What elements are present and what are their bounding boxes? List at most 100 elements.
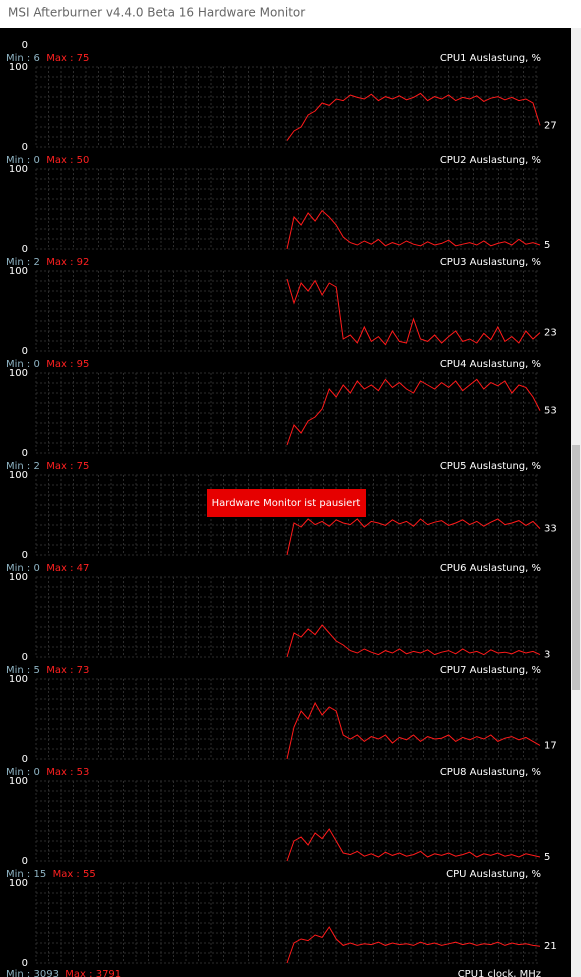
min-label: Min :: [6, 53, 33, 64]
trace: [286, 92, 541, 141]
y-tick-label: 0: [22, 754, 28, 765]
y-tick-label: 0: [22, 550, 28, 561]
y-tick-label: 0: [22, 448, 28, 459]
y-tick-label: 0: [22, 244, 28, 255]
max-label: Max :: [46, 359, 76, 370]
current-value: 53: [544, 406, 557, 417]
min-max: Min : 3093 Max : 3791: [6, 969, 121, 977]
max-value: 53: [77, 767, 90, 778]
max-value: 75: [77, 461, 90, 472]
trace: [286, 701, 541, 760]
min-label: Min :: [6, 767, 33, 778]
min-label: Min :: [6, 461, 33, 472]
max-value: 75: [77, 53, 90, 64]
graph-name: CPU6 Auslastung, %: [440, 563, 541, 574]
y-tick-label: 100: [9, 776, 28, 787]
max-value: 50: [77, 155, 90, 166]
scrollbar-thumb[interactable]: [572, 445, 580, 690]
max-label: Max :: [46, 461, 76, 472]
y-tick-label: 100: [9, 674, 28, 685]
current-value: 23: [544, 328, 557, 339]
current-value: 21: [544, 941, 557, 952]
min-label: Min :: [6, 969, 33, 977]
min-max: Min : 6 Max : 75: [6, 53, 89, 64]
y-tick-label: 0: [22, 142, 28, 153]
max-value: 55: [83, 869, 96, 880]
max-value: 95: [77, 359, 90, 370]
trace: [286, 518, 541, 556]
min-value: 15: [33, 869, 46, 880]
y-tick-label: 100: [9, 572, 28, 583]
max-value: 73: [77, 665, 90, 676]
min-value: 5: [33, 665, 39, 676]
current-value: 3: [544, 650, 550, 661]
trace: [286, 926, 541, 964]
max-label: Max :: [46, 257, 76, 268]
min-max: Min : 2 Max : 75: [6, 461, 89, 472]
min-value: 2: [33, 257, 39, 268]
y-tick-label: 100: [9, 62, 28, 73]
min-value: 0: [33, 767, 39, 778]
min-max: Min : 0 Max : 47: [6, 563, 89, 574]
max-label: Max :: [65, 969, 95, 977]
max-value: 92: [77, 257, 90, 268]
graph-name: CPU4 Auslastung, %: [440, 359, 541, 370]
current-value: 33: [544, 524, 557, 535]
max-label: Max :: [46, 155, 76, 166]
y-tick-label: 0: [22, 652, 28, 663]
window-title: MSI Afterburner v4.4.0 Beta 16 Hardware …: [8, 6, 305, 20]
pause-overlay[interactable]: [207, 489, 366, 517]
current-value: 5: [544, 852, 550, 863]
min-value: 6: [33, 53, 39, 64]
y-tick-label: 100: [9, 164, 28, 175]
trace: [286, 624, 541, 658]
trace: [286, 278, 541, 346]
min-max: Min : 0 Max : 95: [6, 359, 89, 370]
trace: [286, 828, 541, 862]
graph-name: CPU5 Auslastung, %: [440, 461, 541, 472]
max-value: 3791: [96, 969, 121, 977]
min-max: Min : 5 Max : 73: [6, 665, 89, 676]
min-label: Min :: [6, 359, 33, 370]
min-max: Min : 0 Max : 53: [6, 767, 89, 778]
y-axis-min: 0: [22, 40, 28, 51]
min-value: 3093: [33, 969, 58, 977]
graph-name: CPU8 Auslastung, %: [440, 767, 541, 778]
min-value: 0: [33, 155, 39, 166]
max-label: Max :: [46, 563, 76, 574]
max-label: Max :: [46, 665, 76, 676]
graph-name: CPU1 Auslastung, %: [440, 53, 541, 64]
y-tick-label: 100: [9, 878, 28, 889]
min-label: Min :: [6, 665, 33, 676]
pause-text: Hardware Monitor ist pausiert: [212, 498, 361, 509]
min-label: Min :: [6, 563, 33, 574]
graph-name: CPU7 Auslastung, %: [440, 665, 541, 676]
trace: [286, 209, 541, 250]
y-tick-label: 0: [22, 856, 28, 867]
trace: [286, 378, 541, 446]
min-label: Min :: [6, 155, 33, 166]
graph-name: CPU Auslastung, %: [446, 869, 541, 880]
y-tick-label: 100: [9, 470, 28, 481]
y-tick-label: 100: [9, 266, 28, 277]
graph-name: CPU1 clock, MHz: [458, 969, 541, 977]
min-label: Min :: [6, 257, 33, 268]
graph-name: CPU2 Auslastung, %: [440, 155, 541, 166]
y-tick-label: 0: [22, 346, 28, 357]
min-max: Min : 0 Max : 50: [6, 155, 89, 166]
current-value: 5: [544, 240, 550, 251]
max-label: Max :: [46, 53, 76, 64]
y-tick-label: 100: [9, 368, 28, 379]
min-value: 0: [33, 359, 39, 370]
min-value: 0: [33, 563, 39, 574]
min-value: 2: [33, 461, 39, 472]
y-tick-label: 0: [22, 958, 28, 969]
max-value: 47: [77, 563, 90, 574]
min-max: Min : 15 Max : 55: [6, 869, 96, 880]
title-bar: [0, 0, 581, 28]
current-value: 17: [544, 740, 557, 751]
graph-name: CPU3 Auslastung, %: [440, 257, 541, 268]
current-value: 27: [544, 120, 557, 131]
